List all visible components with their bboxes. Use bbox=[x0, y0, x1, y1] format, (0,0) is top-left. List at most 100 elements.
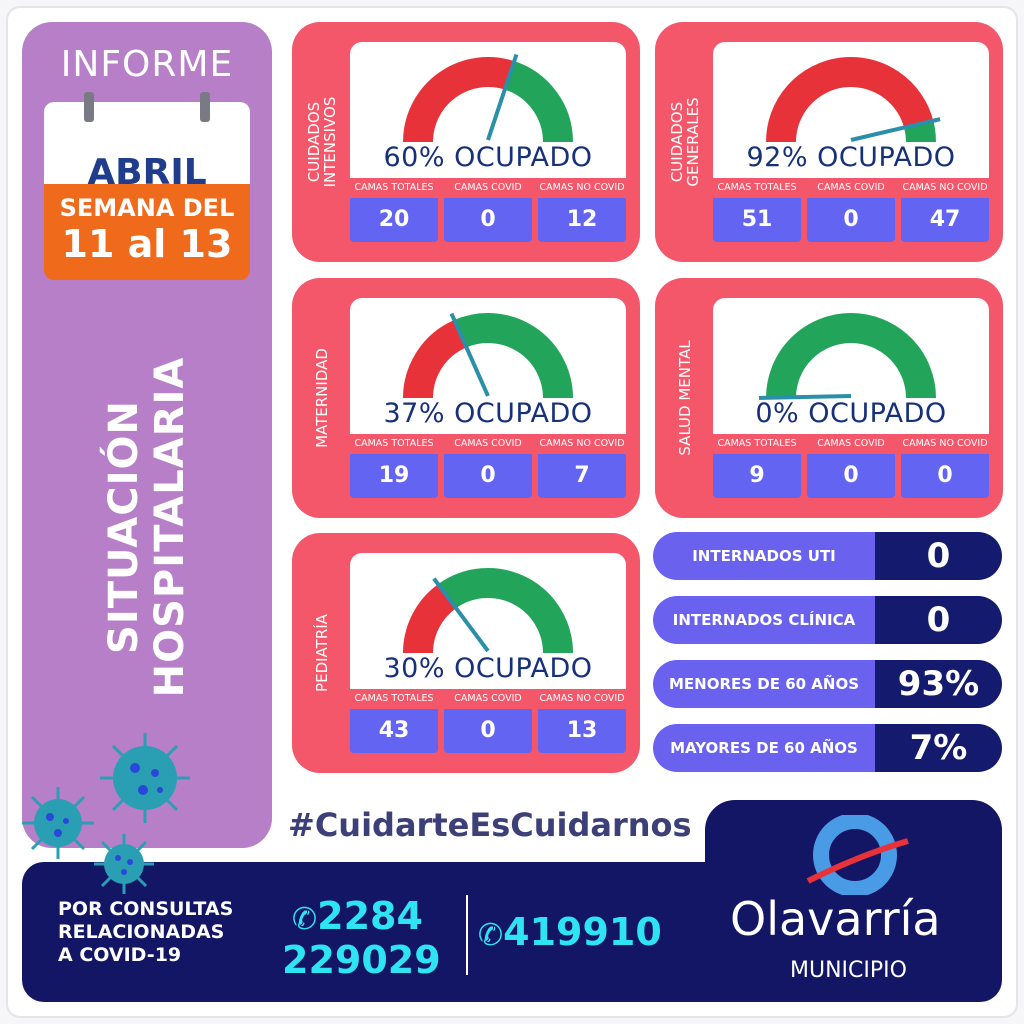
column-header: CAMAS COVID bbox=[817, 438, 885, 449]
gauge-panel: 37% OCUPADO bbox=[350, 298, 626, 434]
bed-count: 7 bbox=[538, 454, 626, 498]
gauge-occupied-arc bbox=[766, 57, 934, 143]
column-header: CAMAS COVID bbox=[454, 693, 522, 704]
column-header: CAMAS NO COVID bbox=[539, 693, 625, 704]
hashtag: #CuidarteEsCuidarnos bbox=[288, 806, 692, 844]
bed-count: 13 bbox=[538, 709, 626, 753]
gauge-occupied-arc bbox=[403, 319, 467, 399]
occupancy-text: 30% OCUPADO bbox=[383, 653, 593, 684]
olavarria-logo-icon bbox=[806, 815, 909, 895]
gauge-panel: 92% OCUPADO bbox=[713, 42, 989, 178]
stat-pill: INTERNADOS CLÍNICA 0 bbox=[653, 596, 1002, 644]
column-header: CAMAS TOTALES bbox=[354, 438, 434, 449]
gauge-occupied-arc bbox=[403, 584, 457, 654]
ward-label: CUIDADOS GENERALES bbox=[668, 97, 702, 187]
gauge bbox=[766, 57, 941, 143]
side-title: SITUACIÓN HOSPITALARIA bbox=[101, 357, 193, 698]
column-header: CAMAS NO COVID bbox=[902, 438, 988, 449]
gauge-panel: 30% OCUPADO bbox=[350, 553, 626, 689]
bed-count: 12 bbox=[538, 198, 626, 242]
gauge bbox=[758, 313, 936, 400]
gauge bbox=[403, 53, 573, 143]
stat-label: MAYORES DE 60 AÑOS bbox=[653, 724, 875, 772]
ward-label-line: GENERALES bbox=[684, 97, 702, 187]
gauge-panel: 60% OCUPADO bbox=[350, 42, 626, 178]
bed-count: 47 bbox=[901, 198, 989, 242]
week-label: SEMANA DEL bbox=[59, 194, 235, 222]
whatsapp-number[interactable]: ✆2284 229029 bbox=[282, 894, 441, 980]
stat-label: INTERNADOS CLÍNICA bbox=[653, 596, 875, 644]
stat-value: 93% bbox=[875, 660, 1002, 708]
ward-label: MATERNIDAD bbox=[313, 348, 331, 448]
brand-name: Olavarría bbox=[730, 892, 941, 946]
occupancy-text: 37% OCUPADO bbox=[383, 398, 593, 429]
divider bbox=[466, 895, 468, 975]
phone-icon: ✆ bbox=[478, 918, 504, 953]
bed-count: 19 bbox=[350, 454, 438, 498]
informe-title: INFORME bbox=[60, 44, 234, 85]
calendar-ring-icon bbox=[84, 92, 94, 122]
stat-value: 0 bbox=[875, 532, 1002, 580]
ward-card: MATERNIDAD 37% OCUPADO CAMAS TOTALES CAMA… bbox=[292, 278, 640, 518]
bed-count: 9 bbox=[713, 454, 801, 498]
gauge-free-arc bbox=[454, 313, 573, 399]
whatsapp-line: 229029 bbox=[282, 938, 441, 982]
bed-count: 51 bbox=[713, 198, 801, 242]
column-header: CAMAS COVID bbox=[454, 182, 522, 193]
ward-label: PEDIATRÍA bbox=[313, 614, 331, 692]
gauge-needle bbox=[432, 577, 490, 653]
whatsapp-icon: ✆ bbox=[292, 902, 318, 937]
bed-count: 20 bbox=[350, 198, 438, 242]
gauge-occupied-arc bbox=[403, 57, 515, 143]
gauge bbox=[403, 312, 573, 399]
occupancy-text: 60% OCUPADO bbox=[383, 142, 593, 173]
ward-card: SALUD MENTAL 0% OCUPADO CAMAS TOTALES CAM… bbox=[655, 278, 1003, 518]
ward-label-line: CUIDADOS bbox=[305, 101, 323, 183]
week-range: 11 al 13 bbox=[61, 222, 233, 266]
side-title-line: HOSPITALARIA bbox=[147, 356, 193, 698]
bed-count: 0 bbox=[444, 454, 532, 498]
bed-count: 0 bbox=[807, 198, 895, 242]
gauge-free-arc bbox=[438, 568, 573, 654]
column-header: CAMAS COVID bbox=[817, 182, 885, 193]
stat-value: 0 bbox=[875, 596, 1002, 644]
ward-label-line: CUIDADOS bbox=[668, 101, 686, 183]
calendar-ring-icon bbox=[200, 92, 210, 122]
bed-count: 43 bbox=[350, 709, 438, 753]
phone-number[interactable]: ✆419910 bbox=[478, 910, 662, 954]
ward-label-line: INTENSIVOS bbox=[321, 96, 339, 188]
phone-value: 419910 bbox=[503, 910, 662, 954]
stat-pill: MENORES DE 60 AÑOS 93% bbox=[653, 660, 1002, 708]
gauge bbox=[403, 568, 573, 654]
bed-count: 0 bbox=[444, 198, 532, 242]
occupancy-text: 0% OCUPADO bbox=[755, 398, 947, 429]
column-header: CAMAS NO COVID bbox=[539, 182, 625, 193]
virus-icon bbox=[94, 834, 154, 894]
stat-value: 7% bbox=[875, 724, 1002, 772]
brand-sub: MUNICIPIO bbox=[790, 958, 907, 983]
bed-count: 0 bbox=[807, 454, 895, 498]
column-header: CAMAS COVID bbox=[454, 438, 522, 449]
column-header: CAMAS TOTALES bbox=[354, 693, 434, 704]
gauge-panel: 0% OCUPADO bbox=[713, 298, 989, 434]
consult-text: POR CONSULTAS RELACIONADAS A COVID-19 bbox=[58, 898, 233, 967]
ward-label: CUIDADOS INTENSIVOS bbox=[305, 96, 339, 188]
gauge-free-arc bbox=[504, 61, 573, 143]
sidebar: INFORME ABRIL SEMANA DEL 11 al 13 SITUAC… bbox=[22, 22, 272, 848]
column-header: CAMAS TOTALES bbox=[717, 438, 797, 449]
whatsapp-line: 2284 bbox=[317, 894, 423, 938]
column-header: CAMAS TOTALES bbox=[354, 182, 434, 193]
gauge-needle bbox=[486, 53, 519, 141]
gauge-free-arc bbox=[904, 120, 936, 143]
ward-label-line: PEDIATRÍA bbox=[313, 614, 331, 692]
stat-pill: MAYORES DE 60 AÑOS 7% bbox=[653, 724, 1002, 772]
week-box: SEMANA DEL 11 al 13 bbox=[44, 184, 250, 280]
column-header: CAMAS NO COVID bbox=[902, 182, 988, 193]
column-header: CAMAS TOTALES bbox=[717, 182, 797, 193]
gauge-needle bbox=[449, 312, 490, 397]
stat-label: INTERNADOS UTI bbox=[653, 532, 875, 580]
virus-icon bbox=[22, 787, 94, 859]
consult-line: RELACIONADAS bbox=[58, 921, 225, 943]
bed-count: 0 bbox=[444, 709, 532, 753]
consult-line: A COVID-19 bbox=[58, 944, 182, 966]
